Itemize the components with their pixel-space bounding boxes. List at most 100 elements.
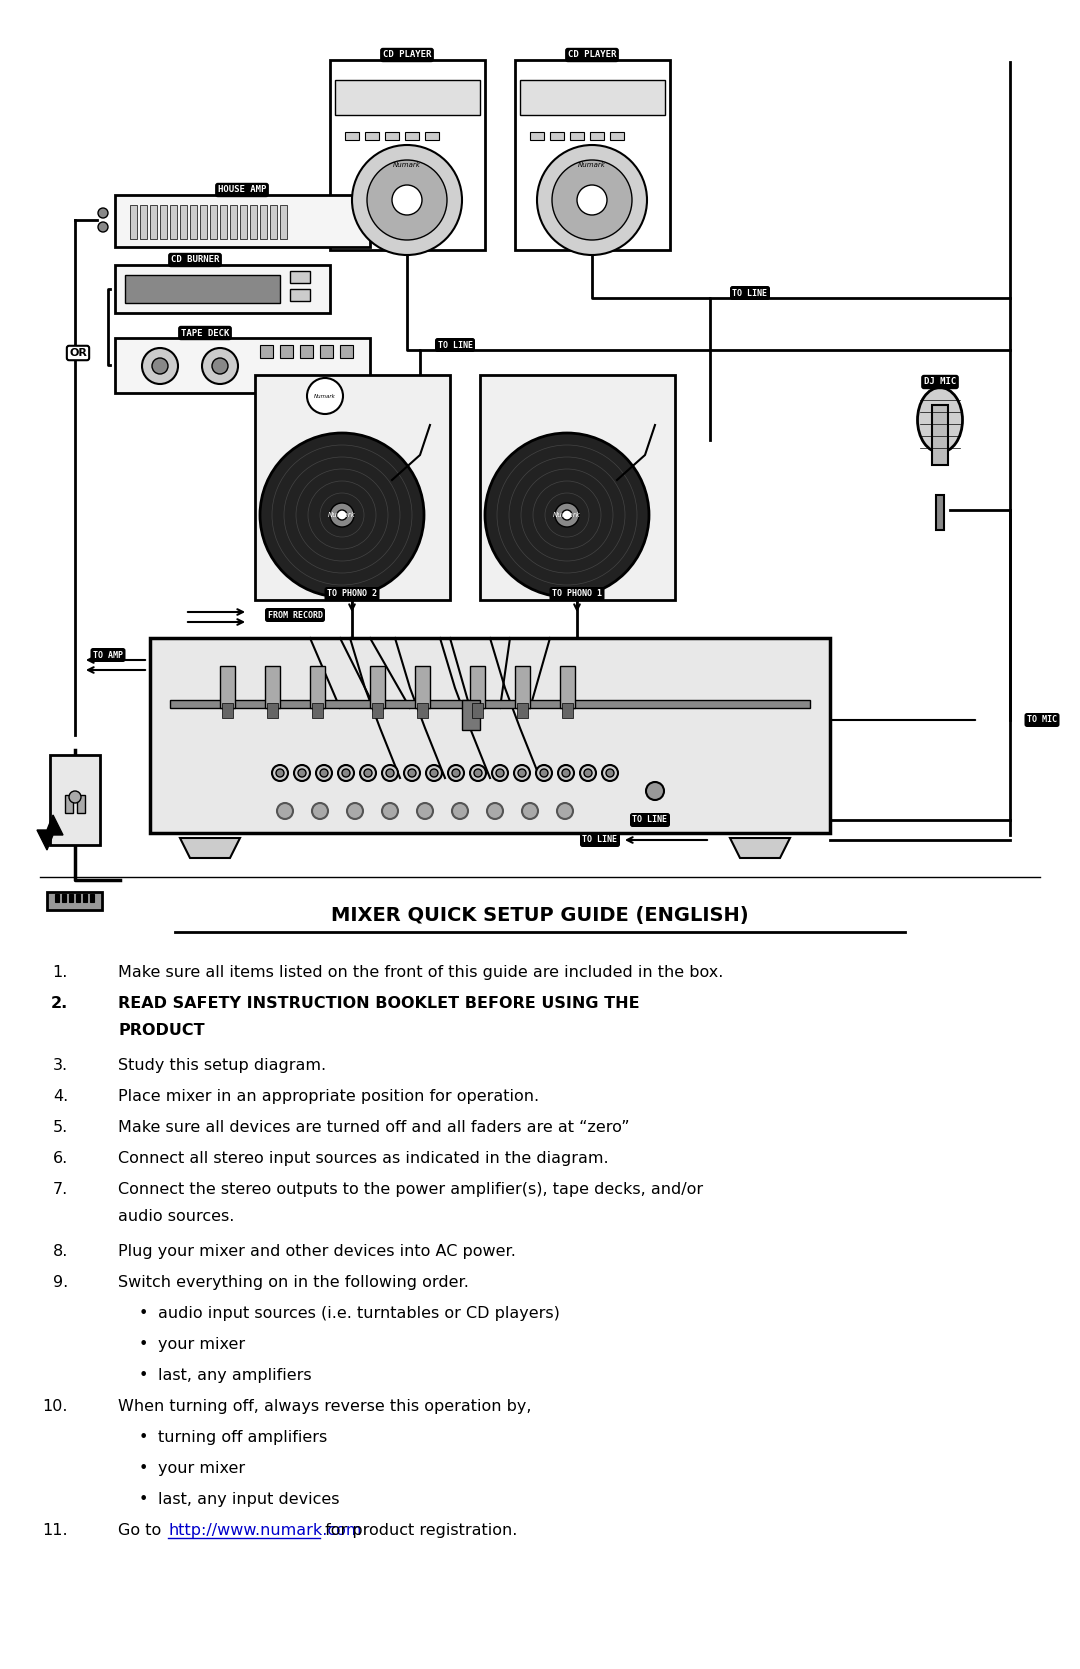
Bar bbox=[160, 205, 167, 239]
Circle shape bbox=[392, 185, 422, 215]
Circle shape bbox=[382, 803, 399, 819]
Circle shape bbox=[562, 511, 572, 521]
Circle shape bbox=[307, 377, 343, 414]
Text: TO LINE: TO LINE bbox=[633, 816, 667, 824]
Circle shape bbox=[98, 209, 108, 219]
Bar bbox=[550, 132, 564, 140]
Text: Numark: Numark bbox=[314, 394, 336, 399]
Text: 2.: 2. bbox=[51, 996, 68, 1011]
Circle shape bbox=[202, 349, 238, 384]
Text: FROM RECORD: FROM RECORD bbox=[268, 611, 323, 619]
Bar bbox=[220, 205, 227, 239]
Circle shape bbox=[367, 160, 447, 240]
Text: Numark: Numark bbox=[393, 162, 421, 169]
Bar bbox=[190, 205, 197, 239]
Text: last, any amplifiers: last, any amplifiers bbox=[158, 1369, 312, 1384]
Text: 4.: 4. bbox=[53, 1088, 68, 1103]
Bar bbox=[240, 205, 247, 239]
Text: When turning off, always reverse this operation by,: When turning off, always reverse this op… bbox=[118, 1399, 531, 1414]
Circle shape bbox=[606, 769, 615, 778]
Bar bbox=[114, 195, 370, 247]
Bar bbox=[480, 376, 675, 599]
Text: Place mixer in an appropriate position for operation.: Place mixer in an appropriate position f… bbox=[118, 1088, 539, 1103]
Bar bbox=[590, 132, 604, 140]
Circle shape bbox=[417, 803, 433, 819]
Circle shape bbox=[360, 764, 376, 781]
Circle shape bbox=[276, 803, 293, 819]
FancyBboxPatch shape bbox=[330, 60, 485, 250]
Polygon shape bbox=[730, 838, 789, 858]
Text: for product registration.: for product registration. bbox=[320, 1524, 517, 1539]
Text: Make sure all devices are turned off and all faders are at “zero”: Make sure all devices are turned off and… bbox=[118, 1120, 630, 1135]
Bar bbox=[200, 205, 207, 239]
Circle shape bbox=[492, 764, 508, 781]
Circle shape bbox=[347, 803, 363, 819]
Circle shape bbox=[557, 803, 573, 819]
Circle shape bbox=[364, 769, 372, 778]
Bar bbox=[320, 345, 333, 357]
Circle shape bbox=[312, 803, 328, 819]
Text: Numark: Numark bbox=[578, 162, 606, 169]
Circle shape bbox=[212, 357, 228, 374]
Bar bbox=[570, 132, 584, 140]
Circle shape bbox=[448, 764, 464, 781]
Circle shape bbox=[558, 764, 573, 781]
Circle shape bbox=[337, 511, 347, 521]
Circle shape bbox=[69, 791, 81, 803]
Text: •: • bbox=[138, 1369, 148, 1384]
Circle shape bbox=[485, 432, 649, 598]
Circle shape bbox=[98, 222, 108, 232]
Circle shape bbox=[298, 769, 306, 778]
Bar bbox=[610, 132, 624, 140]
Text: your mixer: your mixer bbox=[158, 1337, 245, 1352]
Text: TO LINE: TO LINE bbox=[437, 340, 473, 349]
Text: Numark: Numark bbox=[328, 512, 356, 517]
Bar bbox=[310, 666, 325, 708]
Bar bbox=[260, 345, 273, 357]
Text: OR: OR bbox=[69, 349, 86, 357]
Bar bbox=[83, 895, 87, 901]
Text: •: • bbox=[138, 1492, 148, 1507]
Text: •: • bbox=[138, 1430, 148, 1445]
Circle shape bbox=[602, 764, 618, 781]
Text: Make sure all items listed on the front of this guide are included in the box.: Make sure all items listed on the front … bbox=[118, 965, 724, 980]
Circle shape bbox=[487, 803, 503, 819]
Circle shape bbox=[584, 769, 592, 778]
Text: audio sources.: audio sources. bbox=[118, 1210, 234, 1225]
Circle shape bbox=[330, 502, 354, 527]
Bar bbox=[265, 666, 280, 708]
Bar bbox=[90, 895, 94, 901]
Bar bbox=[417, 703, 428, 718]
Text: CD BURNER: CD BURNER bbox=[171, 255, 219, 264]
Bar bbox=[519, 80, 665, 115]
Polygon shape bbox=[37, 814, 63, 850]
Bar bbox=[249, 205, 257, 239]
Bar bbox=[114, 339, 370, 392]
Bar bbox=[370, 666, 384, 708]
Text: 5.: 5. bbox=[53, 1120, 68, 1135]
Text: CD PLAYER: CD PLAYER bbox=[382, 50, 431, 60]
Bar bbox=[291, 270, 310, 284]
Circle shape bbox=[562, 769, 570, 778]
Bar bbox=[260, 205, 267, 239]
Circle shape bbox=[426, 764, 442, 781]
Bar bbox=[270, 205, 276, 239]
Circle shape bbox=[294, 764, 310, 781]
Text: your mixer: your mixer bbox=[158, 1460, 245, 1475]
Bar bbox=[562, 703, 573, 718]
Bar bbox=[365, 132, 379, 140]
Circle shape bbox=[537, 145, 647, 255]
Bar bbox=[50, 754, 100, 845]
Ellipse shape bbox=[918, 387, 962, 452]
Bar bbox=[280, 345, 293, 357]
Circle shape bbox=[555, 502, 579, 527]
Circle shape bbox=[386, 769, 394, 778]
Circle shape bbox=[646, 783, 664, 799]
Bar bbox=[140, 205, 147, 239]
Circle shape bbox=[404, 764, 420, 781]
Bar bbox=[372, 703, 383, 718]
Bar bbox=[77, 794, 85, 813]
Circle shape bbox=[453, 769, 460, 778]
Text: 3.: 3. bbox=[53, 1058, 68, 1073]
Text: 6.: 6. bbox=[53, 1152, 68, 1167]
